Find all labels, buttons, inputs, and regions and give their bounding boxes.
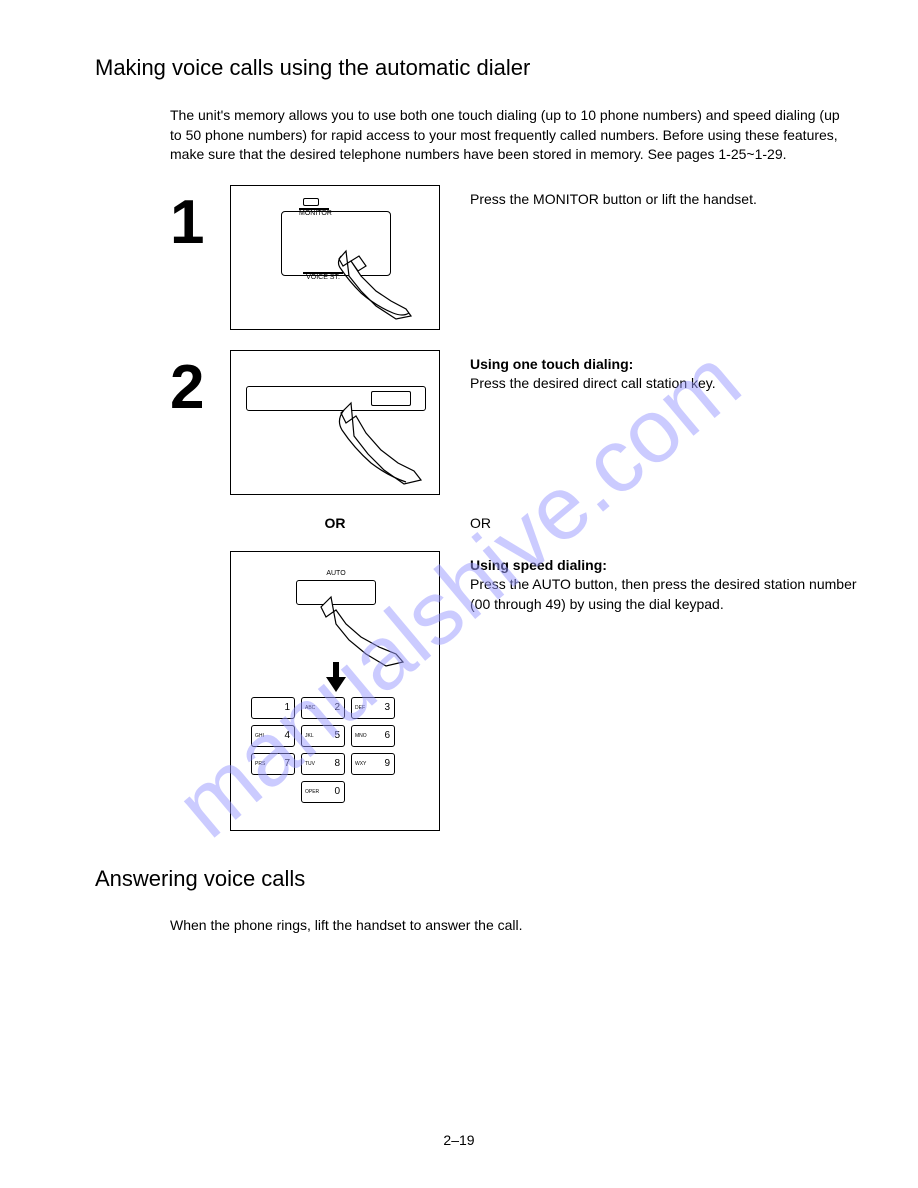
or-right: OR bbox=[470, 515, 491, 531]
step-2-text: Press the desired direct call station ke… bbox=[470, 374, 868, 394]
step-2-heading: Using one touch dialing: bbox=[470, 355, 868, 375]
page-title: Making voice calls using the automatic d… bbox=[95, 55, 868, 81]
step-number-1: 1 bbox=[170, 195, 230, 251]
step-2: 2 Using one touch dialing: Press the des… bbox=[170, 350, 868, 495]
step-1-text: Press the MONITOR button or lift the han… bbox=[470, 185, 868, 210]
figure-2-onetouch bbox=[230, 350, 440, 495]
key-5: JKL5 bbox=[301, 725, 345, 747]
arrow-down-icon bbox=[326, 662, 346, 692]
key-4: GHI4 bbox=[251, 725, 295, 747]
key-9: WXY9 bbox=[351, 753, 395, 775]
hand-icon bbox=[331, 241, 421, 326]
step-3-heading: Using speed dialing: bbox=[470, 556, 868, 576]
section-title-answering: Answering voice calls bbox=[95, 866, 868, 892]
keypad: 1 ABC2 DEF3 GHI4 JKL5 MNO6 PRS7 TUV8 WXY… bbox=[251, 697, 395, 809]
figure-1-monitor: MONITOR VOICE ST. bbox=[230, 185, 440, 330]
key-8: TUV8 bbox=[301, 753, 345, 775]
step-1: 1 MONITOR VOICE ST. Press the MONITOR bu… bbox=[170, 185, 868, 330]
key-6: MNO6 bbox=[351, 725, 395, 747]
step-3-text: Press the AUTO button, then press the de… bbox=[470, 575, 868, 614]
answering-text: When the phone rings, lift the handset t… bbox=[170, 917, 868, 933]
hand-icon bbox=[301, 592, 421, 672]
step-3: 3 AUTO 1 ABC2 DEF3 GHI4 JKL5 MNO6 PRS7 T… bbox=[170, 551, 868, 831]
figure-3-keypad: AUTO 1 ABC2 DEF3 GHI4 JKL5 MNO6 PRS7 TUV… bbox=[230, 551, 440, 831]
label-auto: AUTO bbox=[316, 570, 356, 577]
intro-paragraph: The unit's memory allows you to use both… bbox=[170, 106, 848, 165]
or-left: OR bbox=[230, 515, 440, 531]
page-number: 2–19 bbox=[0, 1132, 918, 1148]
key-0: OPER0 bbox=[301, 781, 345, 803]
key-7: PRS7 bbox=[251, 753, 295, 775]
key-1: 1 bbox=[251, 697, 295, 719]
step-number-2: 2 bbox=[170, 360, 230, 416]
key-3: DEF3 bbox=[351, 697, 395, 719]
key-2: ABC2 bbox=[301, 697, 345, 719]
hand-icon bbox=[326, 398, 436, 493]
label-monitor: MONITOR bbox=[299, 208, 329, 217]
or-row: OR OR bbox=[230, 515, 868, 531]
